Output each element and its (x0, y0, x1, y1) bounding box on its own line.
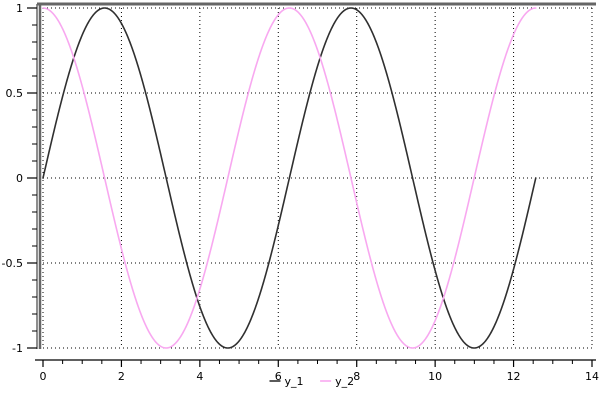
legend-label-y_2[interactable]: y_2 (335, 375, 354, 388)
x-tick-label: 2 (118, 370, 125, 383)
series-line-y_1 (42, 7, 537, 349)
series-line-y_2 (42, 7, 537, 349)
y-axis-ticks (27, 7, 37, 349)
chart-legend[interactable]: y_1 y_2 (269, 375, 355, 388)
x-tick-label: 14 (585, 370, 599, 383)
y-tick-label: 1 (16, 2, 23, 15)
gridlines (43, 8, 592, 348)
x-tick-label: 8 (353, 370, 360, 383)
y-tick-label: 0.5 (6, 87, 24, 100)
data-series (42, 7, 537, 349)
x-tick-label: 12 (507, 370, 521, 383)
y-tick-label: 0 (16, 172, 23, 185)
y-axis-tick-labels: -1 -0.5 0 0.5 1 (2, 2, 23, 355)
x-tick-label: 10 (428, 370, 442, 383)
x-axis-ticks (42, 360, 593, 367)
y-tick-label: -0.5 (2, 257, 23, 270)
x-tick-label: 0 (40, 370, 47, 383)
x-axis-tick-labels: 0 2 4 6 8 10 12 14 (40, 370, 600, 383)
x-tick-label: 4 (196, 370, 203, 383)
x-tick-label: 6 (275, 370, 282, 383)
y-tick-label: -1 (12, 342, 23, 355)
legend-label-y_1[interactable]: y_1 (285, 375, 304, 388)
plot-frame (35, 2, 596, 361)
